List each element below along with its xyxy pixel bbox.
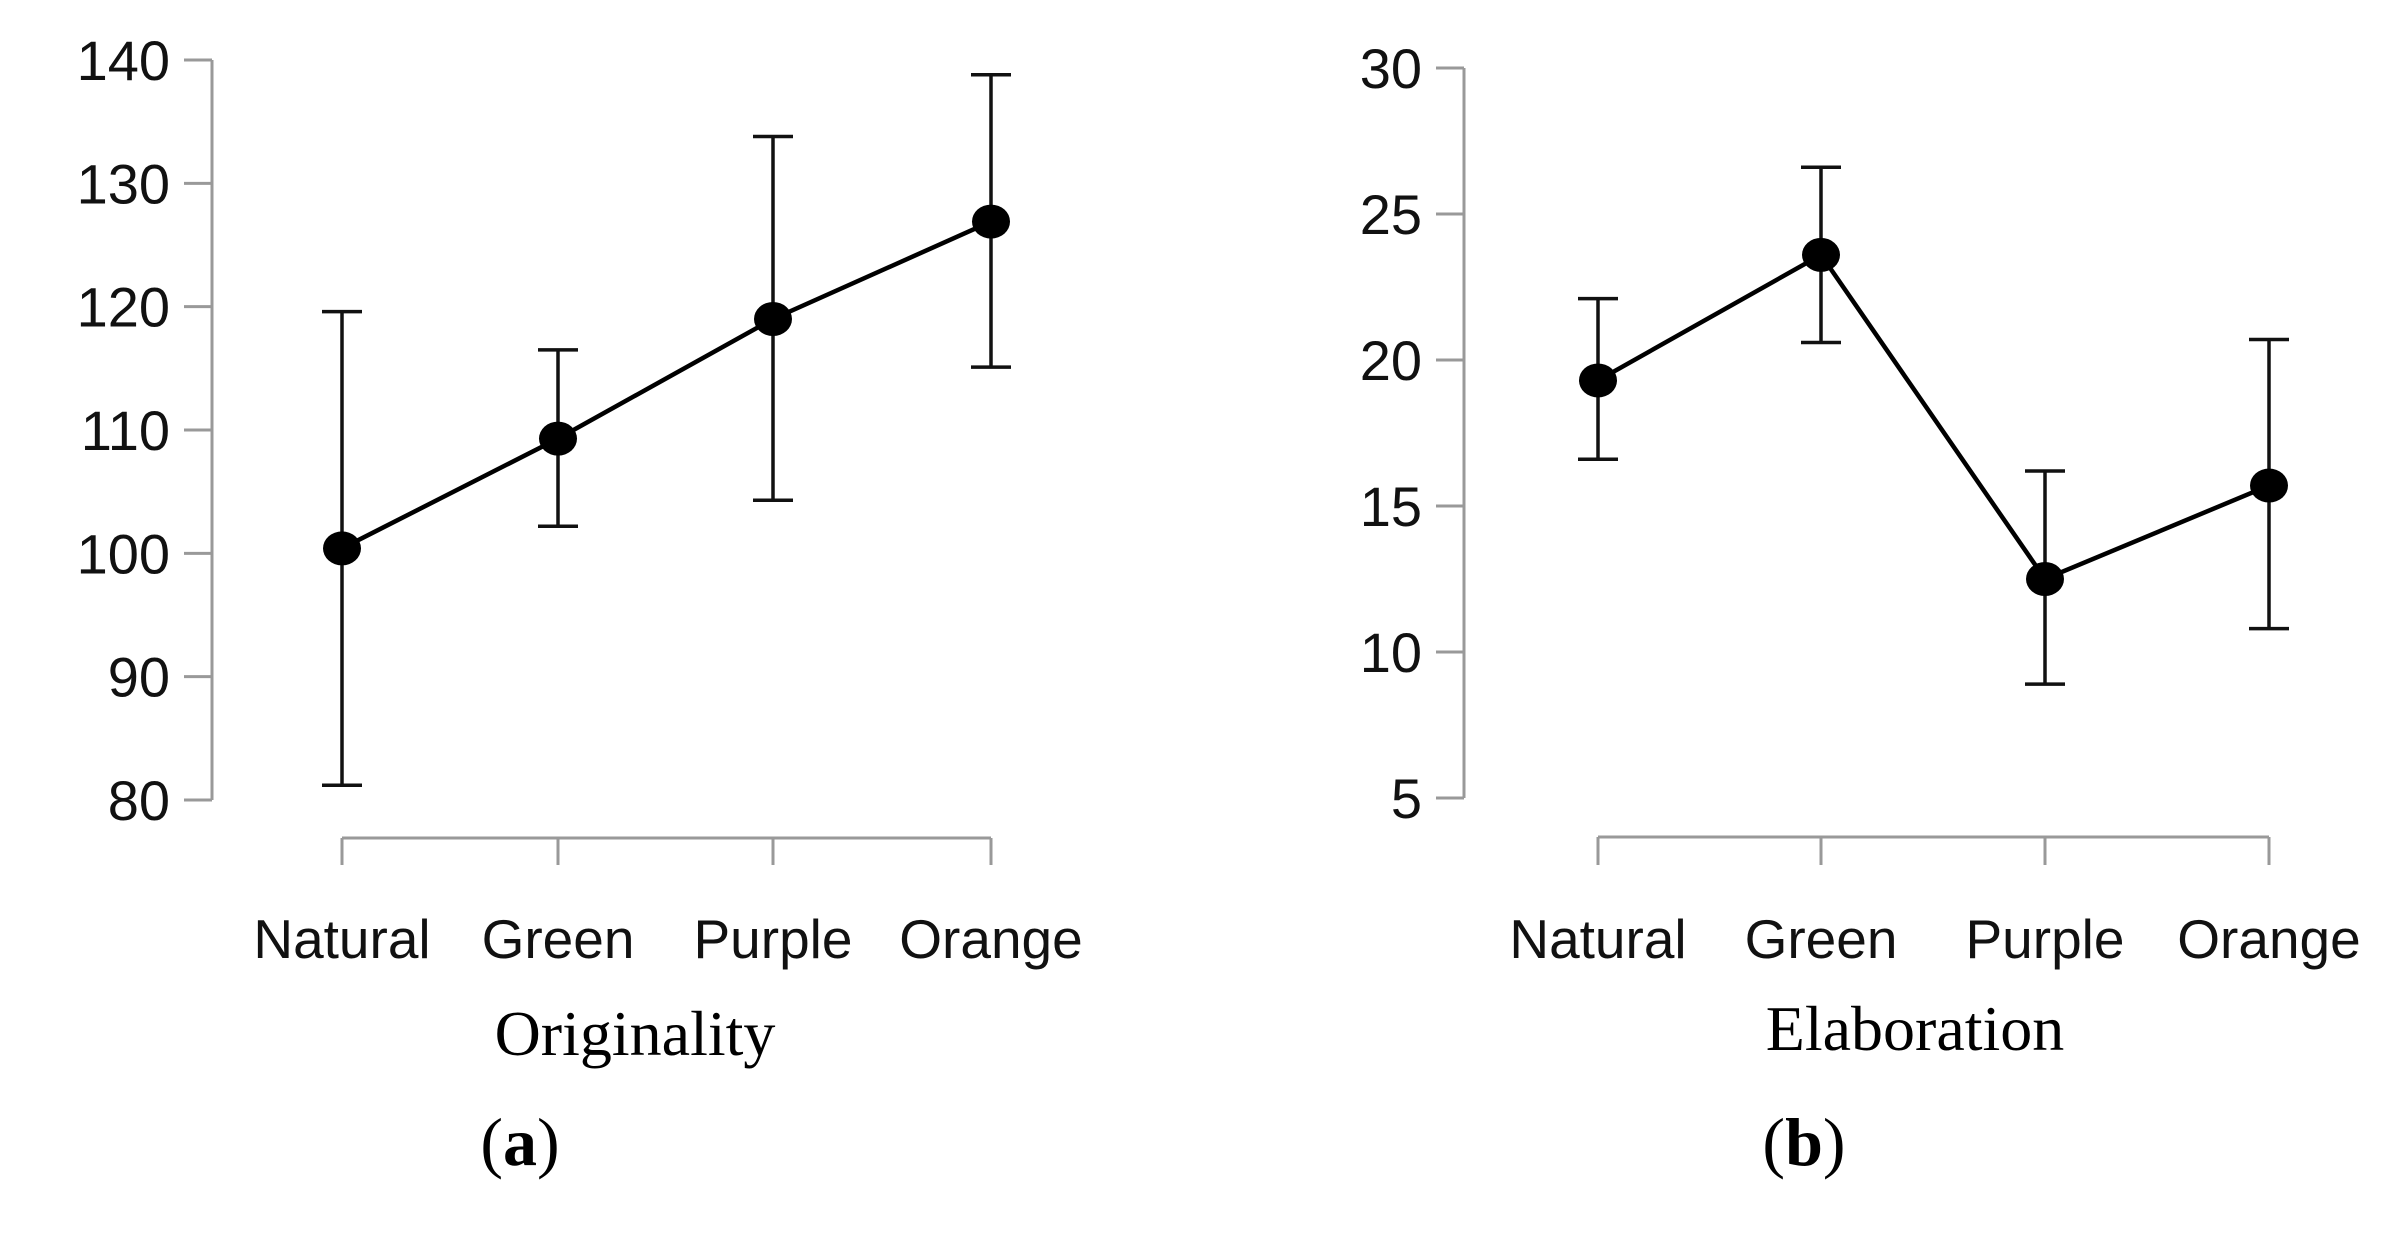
series-line [340, 219, 992, 551]
y-tick-label: 140 [77, 29, 170, 92]
x-axis-title: Elaboration [1766, 993, 2065, 1064]
y-tick-label: 90 [108, 646, 170, 709]
data-point [754, 302, 792, 336]
panel-a: 80 90 100 110 120 130 140 Natural Green Purple Ora… [77, 29, 1083, 1180]
x-tick-label: Natural [1509, 908, 1686, 970]
y-tick-label: 15 [1360, 475, 1422, 538]
panel-label-letter: b [1785, 1104, 1823, 1180]
x-tick-label: Natural [253, 908, 430, 970]
y-tick-label: 120 [77, 276, 170, 339]
y-tick-label: 130 [77, 152, 170, 215]
y-tick-label: 25 [1360, 183, 1422, 246]
panel-label-open: ( [1762, 1104, 1785, 1180]
data-point [2026, 562, 2064, 596]
y-tick-label: 110 [81, 399, 170, 462]
panel-label-close: ) [1823, 1104, 1846, 1180]
data-point [539, 421, 577, 456]
x-tick-label: Green [482, 908, 635, 970]
data-point [1802, 237, 1840, 272]
x-tick-label: Green [1745, 908, 1898, 970]
panel-label: (b) [1762, 1104, 1845, 1180]
data-point [1579, 363, 1617, 398]
x-tick-label: Purple [694, 908, 853, 970]
x-tick-label: Purple [1966, 908, 2125, 970]
panel-label-close: ) [537, 1104, 560, 1180]
panel-label: (a) [480, 1104, 559, 1180]
data-point [2250, 468, 2288, 503]
panel-label-open: ( [480, 1104, 503, 1180]
data-point [323, 531, 361, 566]
y-tick-label: 10 [1360, 621, 1422, 684]
x-axis-title: Originality [495, 998, 776, 1069]
x-tick-label: Orange [899, 908, 1082, 970]
y-tick-label: 5 [1391, 767, 1422, 830]
data-point [972, 204, 1010, 239]
y-tick-label: 20 [1360, 329, 1422, 392]
y-tick-label: 100 [77, 522, 170, 585]
panel-b: 5 10 15 20 25 30 Natural Green Purple Orange Elabo… [1360, 37, 2361, 1180]
y-tick-label: 80 [108, 769, 170, 832]
series-line [1596, 251, 2270, 582]
x-tick-label: Orange [2177, 908, 2360, 970]
y-tick-label: 30 [1360, 37, 1422, 100]
panel-label-letter: a [503, 1104, 537, 1180]
